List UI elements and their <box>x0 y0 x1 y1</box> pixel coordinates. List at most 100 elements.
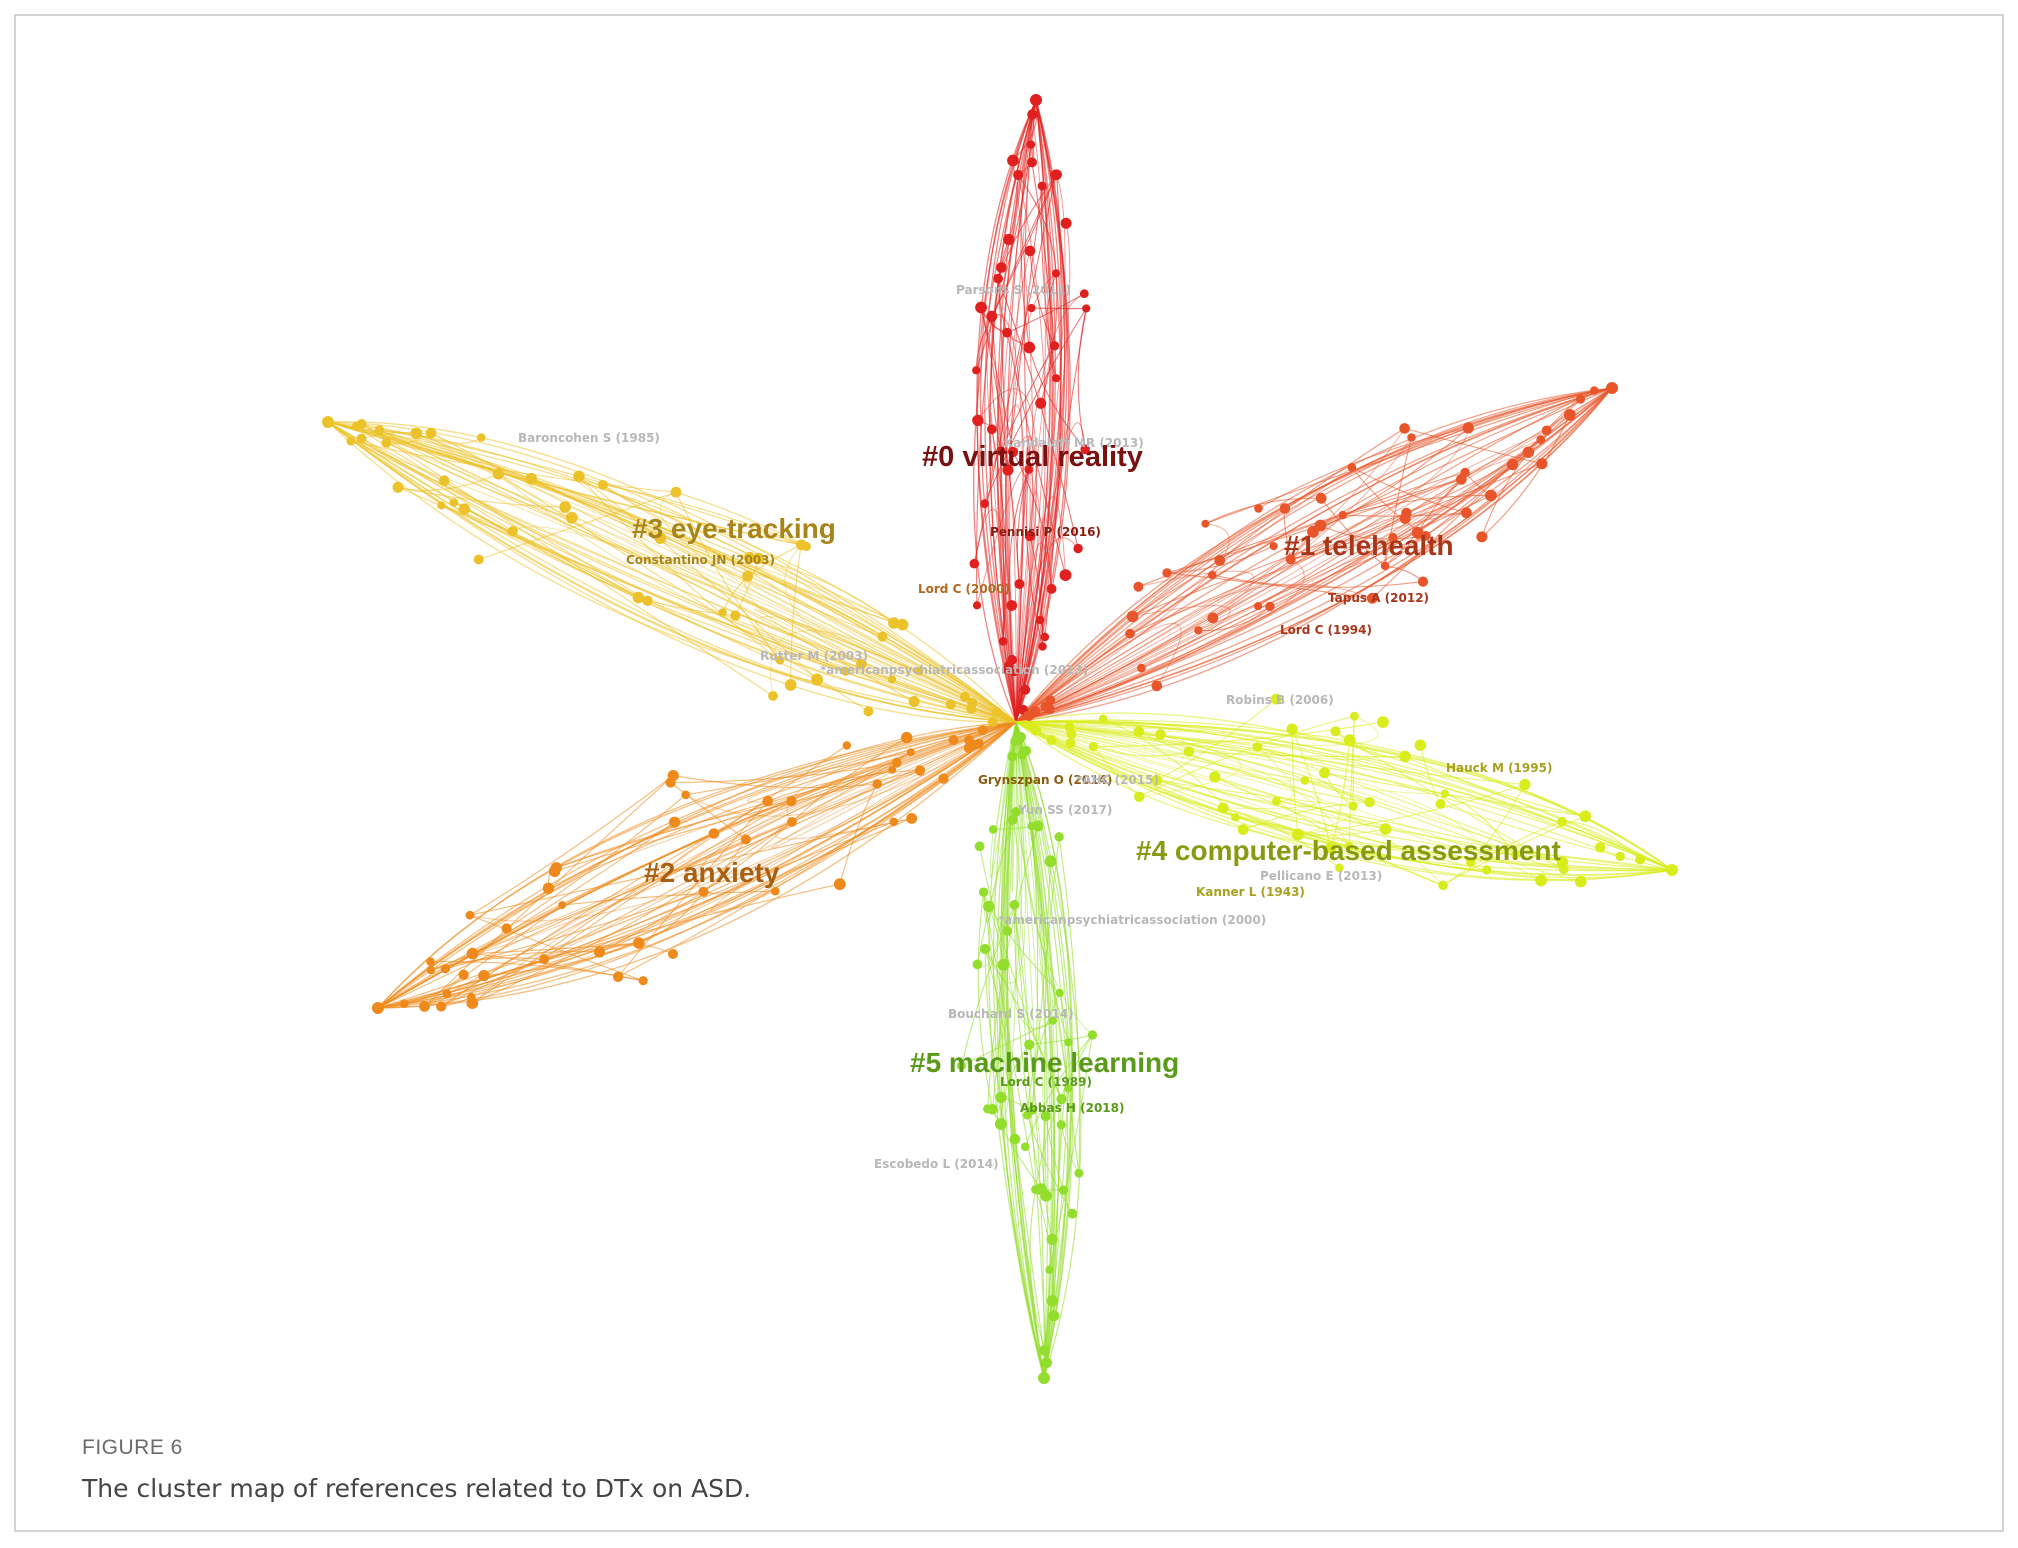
citation-edge <box>989 721 1017 878</box>
reference-node <box>1054 832 1064 842</box>
reference-node <box>1162 568 1172 578</box>
citation-edge <box>1015 387 1613 723</box>
citation-edge <box>1222 807 1340 869</box>
reference-node <box>1020 684 1031 695</box>
reference-node <box>1338 510 1347 520</box>
reference-node <box>742 570 753 582</box>
ref-label-apa-2000: *americanpsychiatricassociation (2000) <box>998 913 1266 927</box>
reference-node <box>986 424 997 435</box>
reference-node <box>1183 746 1195 757</box>
citation-edge <box>1015 429 1547 723</box>
citation-edge <box>1005 250 1031 723</box>
reference-node <box>642 595 653 606</box>
citation-edge <box>767 769 921 802</box>
reference-node <box>1046 1233 1058 1245</box>
citation-edge <box>1015 387 1613 723</box>
ref-label-lord-1989: Lord C (1989) <box>1000 1075 1092 1089</box>
citation-edge <box>578 475 818 680</box>
reference-node <box>1590 386 1599 395</box>
reference-node <box>991 707 1002 717</box>
reference-node <box>1325 842 1337 854</box>
citation-edge <box>1102 718 1236 818</box>
reference-node <box>1438 880 1448 891</box>
citation-edge <box>1351 466 1467 514</box>
reference-node <box>1014 579 1025 589</box>
citation-edge <box>602 484 1017 723</box>
reference-node <box>1155 729 1166 740</box>
citation-edge <box>424 721 1017 1007</box>
ref-label-abbas-2018: Abbas H (2018) <box>1020 1101 1124 1115</box>
reference-node <box>842 741 851 750</box>
cluster-label-eye-tracking: #3 eye-tracking <box>632 513 836 544</box>
reference-node <box>681 790 690 800</box>
reference-node <box>1008 446 1019 458</box>
citation-edge <box>1470 784 1526 863</box>
reference-node <box>1563 409 1576 421</box>
citation-edge <box>1371 398 1581 599</box>
reference-node <box>322 416 334 428</box>
figure-frame: Parsons S (2011) Kandalaft MR (2013) Pen… <box>14 14 2004 1532</box>
citation-edge <box>1015 721 1357 835</box>
reference-node <box>1048 1016 1058 1025</box>
reference-node <box>1088 741 1098 752</box>
citation-edge <box>578 475 903 626</box>
reference-node <box>542 882 555 894</box>
figure-caption: FIGURE 6 The cluster map of references r… <box>82 1436 1962 1503</box>
reference-node <box>1435 799 1446 809</box>
citation-edge <box>976 317 993 606</box>
citation-edge <box>1015 721 1350 847</box>
citation-edge <box>1015 721 1072 1379</box>
reference-node <box>1049 341 1060 351</box>
reference-node <box>840 666 851 676</box>
reference-node <box>1209 771 1221 783</box>
reference-node <box>1048 1310 1060 1322</box>
reference-node <box>598 480 608 490</box>
citation-edge <box>1015 558 1305 723</box>
reference-node <box>1003 233 1015 246</box>
reference-node <box>1002 664 1013 675</box>
reference-node <box>1575 394 1586 404</box>
reference-node <box>1286 723 1298 735</box>
ref-label-parsons-2011: Parsons S (2011) <box>956 283 1071 297</box>
citation-edge <box>1015 570 1255 723</box>
citation-edge <box>1015 472 1466 723</box>
reference-node <box>1037 181 1047 191</box>
reference-node <box>802 541 811 551</box>
reference-node <box>439 475 450 487</box>
reference-node <box>877 631 888 642</box>
citation-edge <box>361 423 774 697</box>
reference-node <box>1319 767 1330 779</box>
reference-node <box>1279 503 1291 514</box>
ref-label-constantino-2003: Constantino JN (2003) <box>626 553 775 567</box>
reference-node <box>1482 865 1492 875</box>
reference-node <box>972 601 982 610</box>
citation-edge <box>1029 1189 1046 1351</box>
citation-edge <box>685 721 1017 817</box>
citation-edge <box>453 502 1017 723</box>
citation-edges <box>327 99 1673 1379</box>
reference-node <box>863 706 874 717</box>
citation-edge <box>327 421 1017 723</box>
reference-node <box>426 965 436 975</box>
reference-node <box>1073 543 1083 554</box>
figure-caption-text: The cluster map of references related to… <box>82 1474 752 1503</box>
citation-edge <box>471 721 1017 1004</box>
reference-node <box>669 816 681 828</box>
citation-edge <box>983 892 1045 1350</box>
citation-edge <box>1015 721 1242 798</box>
citation-edge <box>977 721 1017 968</box>
reference-node <box>988 825 998 834</box>
reference-node <box>559 501 571 513</box>
reference-node <box>1252 742 1262 752</box>
reference-node <box>1064 1084 1073 1093</box>
citation-edge <box>1138 715 1355 798</box>
citation-edge <box>1013 904 1045 1379</box>
citation-edge <box>1015 491 1044 723</box>
citation-edge <box>960 904 1015 1066</box>
reference-node <box>997 958 1010 971</box>
citation-edge <box>469 721 1017 922</box>
reference-node <box>1023 1110 1032 1120</box>
citation-edge <box>327 421 1017 723</box>
reference-node <box>892 757 902 768</box>
citation-edge <box>483 942 639 977</box>
